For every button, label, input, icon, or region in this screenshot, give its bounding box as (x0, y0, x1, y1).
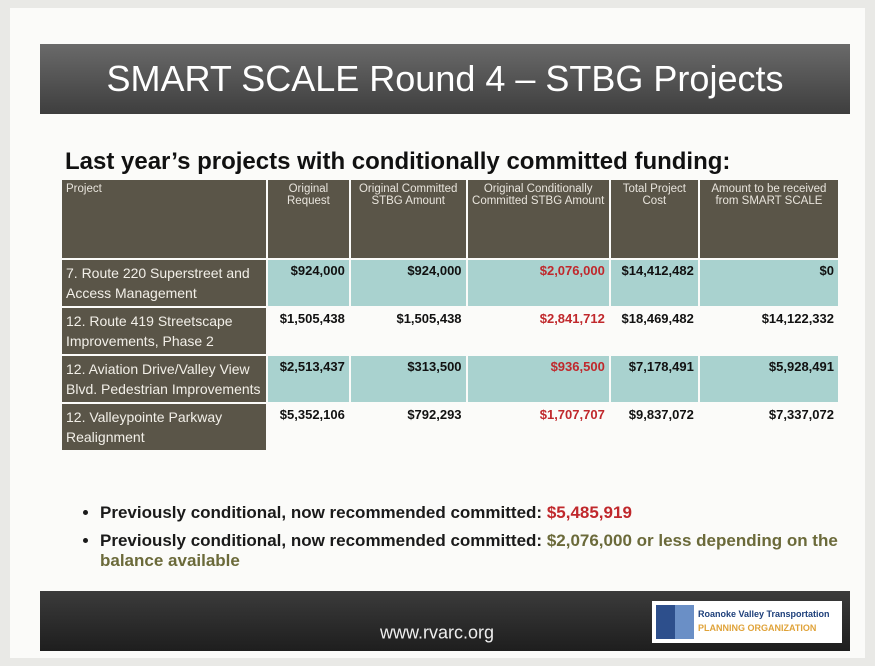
amount-cell: $1,505,438 (266, 306, 351, 356)
table-row: 12. Aviation Drive/Valley View Blvd. Ped… (60, 354, 841, 404)
bullet-text: Previously conditional, now recommended … (100, 503, 543, 522)
bullet: Previously conditional, now recommended … (100, 503, 860, 523)
header-cell: Original Committed STBG Amount (348, 178, 468, 260)
bullets: Previously conditional, now recommended … (72, 503, 860, 579)
header-cell: Original Request (266, 178, 351, 260)
header-cell: Total Project Cost (608, 178, 700, 260)
amount-cell: $1,505,438 (348, 306, 468, 356)
header-row: Project Original Request Original Committe… (60, 178, 841, 260)
amount-cell: $14,412,482 (608, 258, 700, 308)
bullet-text: Previously conditional, now recommended … (100, 531, 543, 550)
logo-icon (656, 605, 694, 639)
project-cell: 7. Route 220 Superstreet and Access Mana… (60, 258, 268, 308)
amount-cell: $2,513,437 (266, 354, 351, 404)
amount-cell: $2,076,000 (465, 258, 611, 308)
logo-line: PLANNING ORGANIZATION (698, 623, 817, 633)
table-row: 7. Route 220 Superstreet and Access Mana… (60, 258, 841, 308)
project-cell: 12. Route 419 Streetscape Improvements, … (60, 306, 268, 356)
amount-cell: $18,469,482 (608, 306, 700, 356)
table-row: 12. Valleypointe Parkway Realignment $5,3… (60, 402, 841, 452)
logo: Roanoke Valley Transportation PLANNING O… (652, 601, 842, 643)
bullet: Previously conditional, now recommended … (100, 531, 860, 571)
amount-cell: $5,352,106 (266, 402, 351, 452)
amount-cell: $924,000 (348, 258, 468, 308)
slide: SMART SCALE Round 4 – STBG Projects Last… (10, 8, 865, 658)
projects-table: Project Original Request Original Committe… (60, 178, 841, 452)
table-row: 12. Route 419 Streetscape Improvements, … (60, 306, 841, 356)
header-cell: Original Conditionally Committed STBG Am… (465, 178, 611, 260)
title-bar: SMART SCALE Round 4 – STBG Projects (40, 44, 850, 114)
project-cell: 12. Aviation Drive/Valley View Blvd. Ped… (60, 354, 268, 404)
subtitle: Last year’s projects with conditionally … (65, 148, 731, 175)
logo-line: Roanoke Valley Transportation (698, 609, 830, 619)
header-cell: Amount to be received from SMART SCALE (697, 178, 841, 260)
amount-cell: $7,337,072 (697, 402, 841, 452)
bullet-amount: $2,076,000 or less depending on the bala… (100, 531, 838, 570)
amount-cell: $7,178,491 (608, 354, 700, 404)
amount-cell: $5,928,491 (697, 354, 841, 404)
amount-cell: $0 (697, 258, 841, 308)
amount-cell: $14,122,332 (697, 306, 841, 356)
amount-cell: $313,500 (348, 354, 468, 404)
bullet-amount: $5,485,919 (546, 503, 632, 522)
amount-cell: $792,293 (348, 402, 468, 452)
url: www.rvarc.org (380, 622, 495, 643)
footer: www.rvarc.org Roanoke Valley Transportat… (40, 591, 850, 651)
amount-cell: $9,837,072 (608, 402, 700, 452)
amount-cell: $2,841,712 (465, 306, 611, 356)
amount-cell: $936,500 (465, 354, 611, 404)
project-cell: 12. Valleypointe Parkway Realignment (60, 402, 268, 452)
title: SMART SCALE Round 4 – STBG Projects (106, 58, 784, 99)
amount-cell: $924,000 (266, 258, 351, 308)
amount-cell: $1,707,707 (465, 402, 611, 452)
header-cell: Project (60, 178, 268, 260)
